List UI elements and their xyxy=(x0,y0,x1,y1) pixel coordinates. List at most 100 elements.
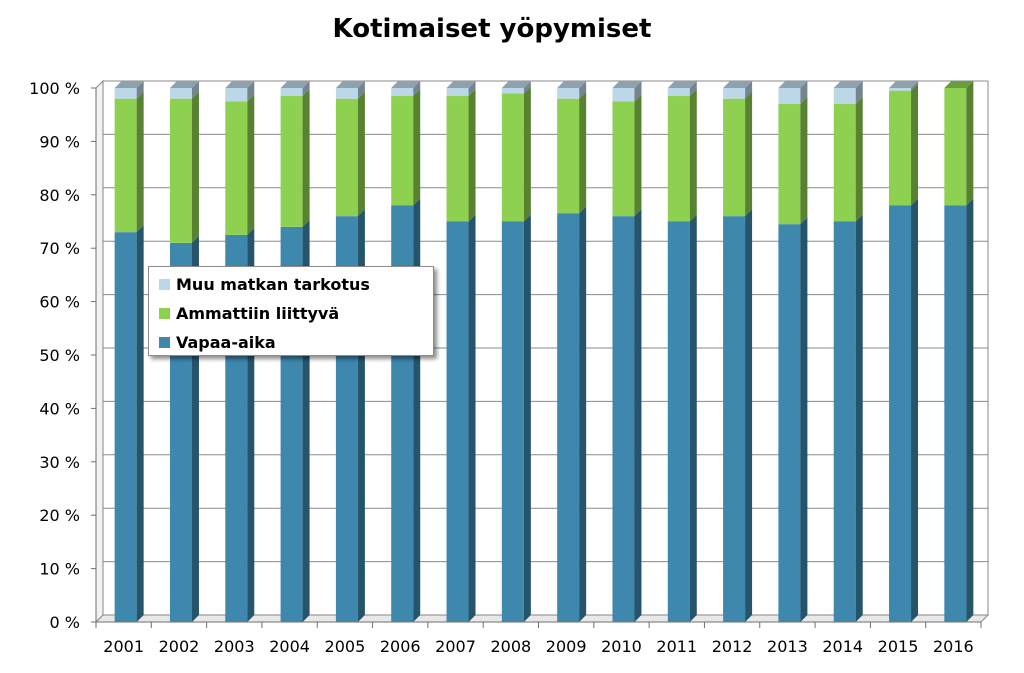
bar-side xyxy=(579,206,587,623)
bar-side xyxy=(413,89,421,206)
bar-segment xyxy=(169,88,192,99)
bar-side xyxy=(745,91,753,217)
bar-side xyxy=(855,97,863,222)
x-tick-label: 2007 xyxy=(435,637,476,656)
legend-item: Vapaa-aika xyxy=(159,332,276,352)
y-tick-label: 30 % xyxy=(39,453,80,472)
bar-side xyxy=(911,198,919,623)
bar-top xyxy=(667,81,697,88)
bar-segment xyxy=(391,88,414,97)
legend-swatch xyxy=(159,307,170,319)
bar-segment xyxy=(778,104,801,225)
bar-segment xyxy=(391,96,414,206)
bar-segment xyxy=(778,224,801,623)
bar-side xyxy=(247,94,255,235)
bar-top xyxy=(944,81,974,88)
bar-side xyxy=(413,81,421,97)
bar-segment xyxy=(889,90,912,206)
x-tick-label: 2012 xyxy=(712,637,753,656)
bar-segment xyxy=(557,88,580,99)
bar-top xyxy=(280,81,310,88)
x-tick-label: 2003 xyxy=(214,637,255,656)
bar-side xyxy=(800,97,808,225)
bar-side xyxy=(468,81,476,97)
legend-label: Ammattiin liittyvä xyxy=(176,303,340,323)
bar-top xyxy=(225,81,255,88)
bar-segment xyxy=(612,101,635,217)
bar-segment xyxy=(612,216,635,622)
bar-side xyxy=(191,81,199,99)
y-tick-label: 70 % xyxy=(39,239,80,258)
x-tick-label: 2005 xyxy=(325,637,366,656)
bar-side xyxy=(800,217,808,623)
bar-side xyxy=(855,81,863,105)
bar-side xyxy=(911,83,919,206)
bar-segment xyxy=(335,88,358,99)
legend-swatch xyxy=(159,336,170,348)
bar-side xyxy=(745,81,753,99)
x-tick-label: 2001 xyxy=(103,637,144,656)
bar-segment xyxy=(501,221,524,622)
bar-top xyxy=(335,81,365,88)
x-tick-label: 2014 xyxy=(822,637,863,656)
x-tick-label: 2013 xyxy=(767,637,808,656)
bar-segment xyxy=(667,221,690,622)
x-tick-label: 2008 xyxy=(490,637,531,656)
y-tick-label: 60 % xyxy=(39,293,80,312)
bar-top xyxy=(889,81,919,88)
bar-side xyxy=(468,89,476,222)
y-tick-label: 40 % xyxy=(39,399,80,418)
bar-side xyxy=(302,89,310,227)
bar-side xyxy=(302,81,310,97)
x-tick-label: 2002 xyxy=(159,637,200,656)
x-tick-label: 2010 xyxy=(601,637,642,656)
y-tick-label: 10 % xyxy=(39,560,80,579)
bar-segment xyxy=(833,221,856,622)
legend: Muu matkan tarkotus Ammattiin liittyvä Vap… xyxy=(148,266,434,356)
bar-side xyxy=(579,81,587,99)
y-tick-label: 90 % xyxy=(39,132,80,151)
x-tick-label: 2016 xyxy=(933,637,974,656)
bar-side xyxy=(136,81,144,99)
bar-side xyxy=(634,209,642,622)
bar-segment xyxy=(723,216,746,622)
y-tick-label: 50 % xyxy=(39,346,80,365)
bar-segment xyxy=(667,88,690,97)
bar-segment xyxy=(612,88,635,102)
bar-segment xyxy=(280,88,303,97)
bar-side xyxy=(966,198,974,623)
bar-side xyxy=(523,86,531,222)
bar-side xyxy=(634,81,642,102)
bar-segment xyxy=(225,101,248,235)
x-tick-label: 2004 xyxy=(269,637,310,656)
y-tick-label: 80 % xyxy=(39,186,80,205)
bar-side xyxy=(468,214,476,622)
bar-segment xyxy=(501,93,524,222)
bar-segment xyxy=(114,98,137,233)
bar-side xyxy=(579,91,587,214)
bar-side xyxy=(357,91,365,217)
bar-segment xyxy=(501,88,524,94)
legend-swatch xyxy=(159,278,170,290)
bar-segment xyxy=(557,98,580,214)
x-tick-label: 2015 xyxy=(878,637,919,656)
bar-side xyxy=(634,94,642,217)
bar-side xyxy=(413,198,421,623)
bar-segment xyxy=(446,88,469,97)
bar-top xyxy=(833,81,863,88)
chart-title: Kotimaiset yöpymiset xyxy=(332,14,652,44)
y-tick-label: 0 % xyxy=(50,613,80,632)
bar-segment xyxy=(723,88,746,99)
bar-side xyxy=(689,89,697,222)
bar-segment xyxy=(944,205,967,623)
bar-segment xyxy=(225,88,248,102)
bar-side xyxy=(745,209,753,622)
bar-segment xyxy=(114,88,137,99)
bar-segment xyxy=(446,96,469,222)
bar-side xyxy=(966,81,974,206)
legend-item: Ammattiin liittyvä xyxy=(159,303,339,323)
bar-segment xyxy=(667,96,690,222)
y-tick-label: 20 % xyxy=(39,506,80,525)
bar-side xyxy=(689,214,697,622)
